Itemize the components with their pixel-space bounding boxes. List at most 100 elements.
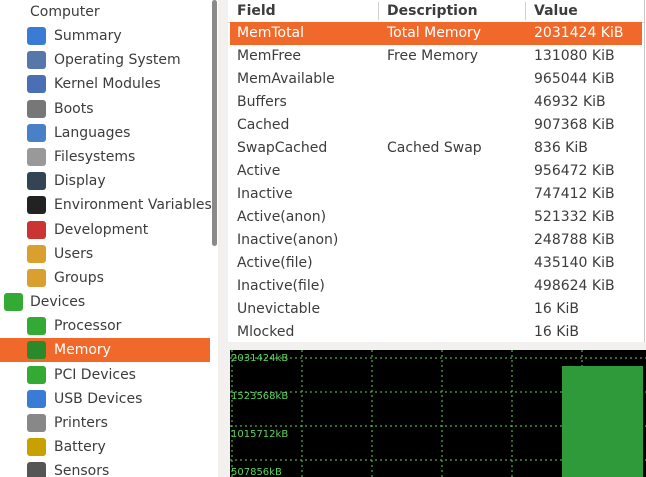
tree-item[interactable]: Languages <box>0 121 210 145</box>
item-icon <box>27 414 46 432</box>
tree-item[interactable]: Summary <box>0 24 210 48</box>
tree-item[interactable]: Processor <box>0 314 210 338</box>
graph-label: 2031424kB <box>231 353 288 364</box>
item-icon <box>27 438 46 457</box>
item-icon <box>27 172 46 191</box>
table-cell: 521332 KiB <box>534 209 615 225</box>
table-cell: Active(anon) <box>237 209 327 225</box>
item-label: Summary <box>54 28 122 44</box>
sidebar-scrollbar[interactable] <box>212 0 217 246</box>
table-header: Field Description Value <box>228 0 644 23</box>
tree-group[interactable]: Computer <box>0 0 210 24</box>
table-row[interactable]: Mlocked 16 KiB <box>230 321 642 342</box>
item-label: Memory <box>54 342 111 359</box>
tree-item[interactable]: Battery <box>0 435 210 459</box>
column-header[interactable]: Value <box>534 3 578 19</box>
tree-item[interactable]: Sensors <box>0 459 210 477</box>
table-cell: 16 KiB <box>534 301 579 317</box>
graph-label: 1523568kB <box>231 391 288 402</box>
graph-label: 1015712kB <box>231 429 288 440</box>
item-icon <box>27 196 46 215</box>
graph-fill <box>562 366 643 477</box>
table-row[interactable]: SwapCached Cached Swap 836 KiB <box>230 137 642 160</box>
item-label: Battery <box>54 439 106 456</box>
item-label: Languages <box>54 124 131 141</box>
item-icon <box>27 341 46 360</box>
table-cell: Free Memory <box>387 48 479 64</box>
item-label: Users <box>54 245 94 262</box>
item-icon <box>27 99 46 118</box>
item-label: Kernel Modules <box>54 76 161 93</box>
table-cell: 131080 KiB <box>534 48 615 64</box>
table-row[interactable]: Buffers 46932 KiB <box>230 91 642 114</box>
table-cell: MemAvailable <box>237 71 335 87</box>
table-cell: MemTotal <box>237 25 305 41</box>
column-header[interactable]: Field <box>237 3 276 19</box>
tree-item[interactable]: Development <box>0 218 210 242</box>
tree-item[interactable]: Printers <box>0 411 210 435</box>
tree-item[interactable]: PCI Devices <box>0 363 210 387</box>
item-label: Environment Variables <box>54 197 212 214</box>
item-icon <box>27 244 46 263</box>
table-cell: 435140 KiB <box>534 255 615 271</box>
item-label: Groups <box>54 270 104 286</box>
group-icon <box>4 293 23 312</box>
item-label: Filesystems <box>54 149 136 165</box>
table-row[interactable]: Active(anon) 521332 KiB <box>230 206 642 229</box>
table-cell: 498624 KiB <box>534 278 615 294</box>
item-label: Printers <box>54 415 108 431</box>
table-row[interactable]: Inactive(anon) 248788 KiB <box>230 229 642 252</box>
item-icon <box>27 123 46 142</box>
table-row[interactable]: MemFree Free Memory 131080 KiB <box>230 45 642 68</box>
table-cell: 956472 KiB <box>534 163 615 179</box>
table-row[interactable]: MemAvailable 965044 KiB <box>230 68 642 91</box>
table-cell: 248788 KiB <box>534 232 615 248</box>
table-cell: 836 KiB <box>534 140 588 156</box>
table-cell: Unevictable <box>237 301 321 317</box>
info-table: Field Description Value MemTotal Total Memor… <box>228 0 645 343</box>
item-icon <box>27 220 46 239</box>
item-label: Display <box>54 173 106 190</box>
table-cell: Active <box>237 163 281 179</box>
table-cell: Inactive(file) <box>237 278 325 294</box>
tree-item[interactable]: Memory <box>0 338 210 363</box>
table-cell: Total Memory <box>387 25 482 41</box>
graph-label: 507856kB <box>231 467 282 477</box>
tree-item[interactable]: Display <box>0 169 210 193</box>
table-cell: 907368 KiB <box>534 117 615 133</box>
table-row[interactable]: Inactive 747412 KiB <box>230 183 642 206</box>
table-cell: Mlocked <box>237 324 295 340</box>
table-row[interactable]: Active 956472 KiB <box>230 160 642 183</box>
memory-graph: 2031424kB 1523568kB 1015712kB 507856kB <box>230 350 646 477</box>
group-label: Devices <box>30 294 86 311</box>
table-row[interactable]: Cached 907368 KiB <box>230 114 642 137</box>
tree-item[interactable]: Groups <box>0 266 210 290</box>
item-icon <box>27 75 46 94</box>
table-cell: Inactive <box>237 186 293 202</box>
table-cell: Cached Swap <box>387 140 482 156</box>
table-row[interactable]: Unevictable 16 KiB <box>230 298 642 321</box>
column-separator <box>378 2 379 20</box>
tree-item[interactable]: USB Devices <box>0 387 210 411</box>
table-row[interactable]: Active(file) 435140 KiB <box>230 252 642 275</box>
tree-item[interactable]: Boots <box>0 97 210 121</box>
column-header[interactable]: Description <box>387 3 478 19</box>
item-icon <box>27 317 46 336</box>
item-icon <box>27 389 46 408</box>
item-label: Processor <box>54 318 122 335</box>
item-label: USB Devices <box>54 390 143 407</box>
item-label: PCI Devices <box>54 366 136 383</box>
tree-group[interactable]: Devices <box>0 290 210 314</box>
tree-item[interactable]: Operating System <box>0 48 210 72</box>
table-cell: 46932 KiB <box>534 94 606 110</box>
table-row[interactable]: MemTotal Total Memory 2031424 KiB <box>230 22 642 45</box>
table-row[interactable]: Inactive(file) 498624 KiB <box>230 275 642 298</box>
table-cell: Active(file) <box>237 255 313 271</box>
table-cell: Buffers <box>237 94 287 110</box>
item-label: Boots <box>54 100 94 117</box>
tree-item[interactable]: Users <box>0 242 210 266</box>
tree-item[interactable]: Filesystems <box>0 145 210 169</box>
tree-item[interactable]: Environment Variables <box>0 193 212 217</box>
tree-item[interactable]: Kernel Modules <box>0 72 210 96</box>
item-icon <box>27 51 46 70</box>
